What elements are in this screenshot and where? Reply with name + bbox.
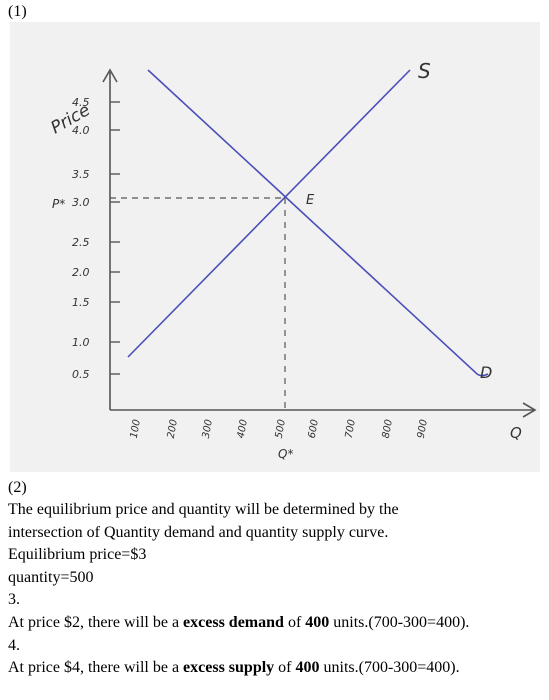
graph-label: 600 [307,419,321,440]
graph-label: Q [510,424,522,442]
section-label: (2) [8,479,27,496]
item-text: At price $2, there will be a excess dema… [8,613,469,633]
graph-label: 2.0 [72,266,90,279]
graph-svg: PriceP*Q*QSDE4.54.03.53.02.52.01.51.00.5… [48,59,537,461]
section-label: (1) [8,3,27,20]
graph-label: P* [52,197,65,211]
item-label: 3. [8,591,20,609]
run: of [274,659,296,677]
run: units.(700-300=400). [329,614,470,631]
graph-label: E [306,193,315,208]
graph-label: 2.5 [72,236,90,249]
graph-label: 1.5 [72,296,90,309]
axes [102,68,537,418]
graph: Price P* Q* Q S D E 4.5 4.0 3.5 3.0 2.5 2.0 1.5 1.0 0.5… [10,22,540,472]
graph-label: S [418,59,431,83]
text-line: The equilibrium price and quantity will … [8,501,399,518]
graph-label: 400 [236,419,250,440]
graph-label: 500 [274,419,288,440]
demand-curve [147,69,489,377]
graph-label: 1.0 [72,336,90,349]
text-line: intersection of Quantity demand and quan… [8,523,389,541]
x-arrow [522,402,537,418]
bold-run: 400 [295,659,320,677]
y-arrow [102,68,118,83]
graph-label: 200 [166,419,180,440]
graph-label: 4.5 [72,96,90,109]
graph-label: Q* [278,447,293,461]
graph-label: 700 [344,419,358,440]
graph-label: 0.5 [72,368,90,381]
bold-run: excess demand [183,614,284,631]
text-line: Equilibrium price=$3 [8,546,147,564]
run: units.(700-300=400). [319,659,460,677]
graph-label: 3.0 [72,196,90,209]
text-line: quantity=500 [8,568,94,586]
run: At price $4, there will be a [8,659,184,677]
graph-label: D [480,363,492,382]
graph-label: 3.5 [72,168,90,181]
bold-run: 400 [305,614,330,631]
graph-label: 4.0 [72,124,90,137]
run: of [283,614,306,631]
item-text: At price $4, there will be a excess supp… [8,658,460,678]
graph-label: 900 [416,419,430,440]
supply-curve [127,69,411,358]
graph-label: 300 [201,419,215,440]
run: At price $2, there will be a [8,614,184,631]
item-label: 4. [8,636,20,654]
bold-run: excess supply [183,659,275,677]
graph-label: 800 [381,419,395,440]
graph-label: 100 [129,419,143,440]
